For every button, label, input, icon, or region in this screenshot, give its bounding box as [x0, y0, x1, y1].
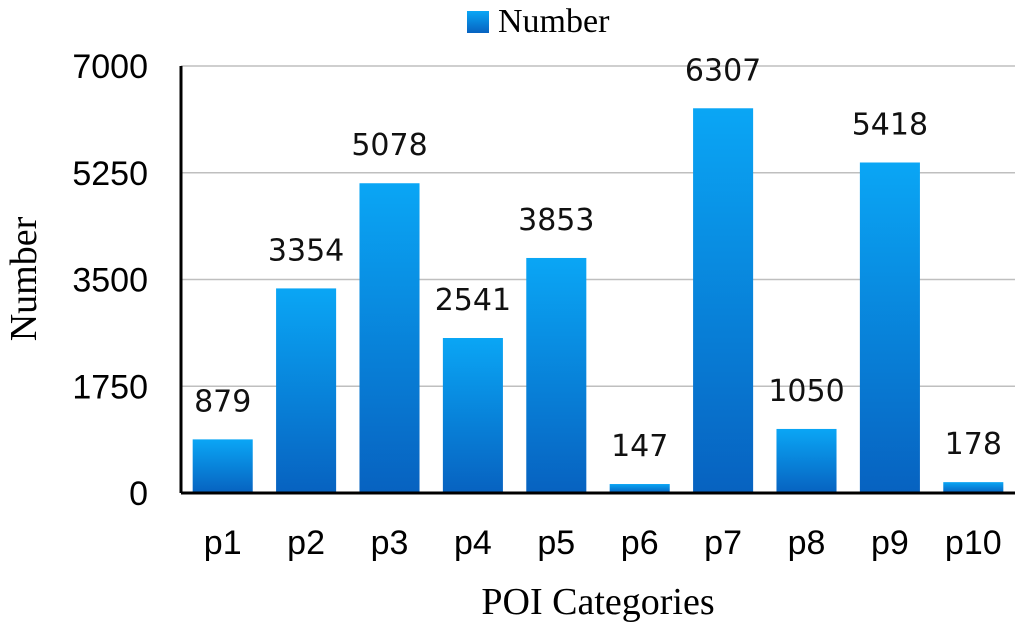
- x-tick-label: p7: [704, 524, 742, 562]
- x-tick-label: p2: [287, 524, 325, 562]
- legend-swatch: [467, 11, 489, 33]
- data-label-p7: 6307: [685, 53, 761, 88]
- bar-p4: [442, 337, 503, 493]
- x-tick-label: p8: [788, 524, 826, 562]
- x-tick-label: p3: [371, 524, 409, 562]
- x-tick-label: p5: [537, 524, 575, 562]
- y-tick-label: 1750: [72, 368, 148, 406]
- x-tick-label: p1: [204, 524, 242, 562]
- bar-p3: [359, 183, 420, 493]
- bar-p8: [776, 428, 837, 493]
- data-label-p8: 1050: [768, 374, 844, 409]
- legend: Number: [467, 3, 610, 40]
- x-tick-label: p9: [871, 524, 909, 562]
- x-axis-title: POI Categories: [481, 581, 714, 623]
- data-label-p2: 3354: [268, 233, 344, 268]
- bar-p9: [859, 162, 920, 493]
- y-axis-title: Number: [3, 216, 45, 341]
- y-tick-label: 0: [129, 475, 148, 513]
- data-label-p1: 879: [194, 384, 251, 419]
- bar-p1: [192, 439, 253, 493]
- y-tick-label: 3500: [72, 262, 148, 300]
- bar-p5: [526, 257, 587, 493]
- x-axis-ticks: p1 p2 p3 p4 p5 p6 p7 p8 p9 p10: [204, 524, 1002, 562]
- bar-p10: [943, 482, 1004, 493]
- x-tick-label: p10: [945, 524, 1002, 562]
- data-label-p3: 5078: [351, 128, 427, 163]
- data-label-p4: 2541: [435, 283, 511, 318]
- y-tick-label: 5250: [72, 155, 148, 193]
- data-label-p6: 147: [611, 429, 668, 464]
- x-tick-label: p6: [621, 524, 659, 562]
- y-axis-ticks: 0 1750 3500 5250 7000: [72, 48, 148, 513]
- bar-p7: [693, 108, 754, 493]
- data-label-p9: 5418: [852, 108, 928, 143]
- data-label-p5: 3853: [518, 203, 594, 238]
- bars: [192, 108, 1004, 493]
- data-label-p10: 178: [945, 427, 1002, 462]
- x-tick-label: p4: [454, 524, 492, 562]
- data-labels: 879 3354 5078 2541 3853 147 6307 1050 5418 178: [194, 53, 1002, 464]
- legend-label: Number: [498, 3, 610, 40]
- bar-p2: [276, 288, 337, 493]
- bar-p6: [609, 484, 670, 493]
- y-tick-label: 7000: [72, 48, 148, 86]
